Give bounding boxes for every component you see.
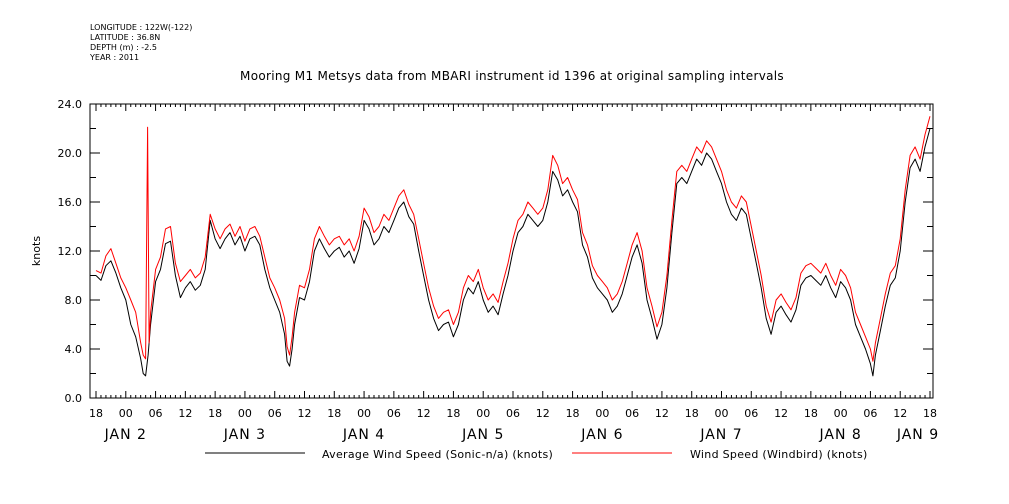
x-hour-label: 18 (566, 407, 580, 420)
y-axis: 0.0 4.0 8.0 12.0 16.0 20.0 24.0 (58, 98, 933, 405)
x-hour-label: 18 (327, 407, 341, 420)
x-day-label: JAN 9 (896, 427, 939, 443)
meta-longitude: LONGITUDE : 122W(-122) (90, 23, 192, 32)
x-hour-label: 18 (685, 407, 699, 420)
y-tick-label: 24.0 (58, 98, 83, 111)
x-hour-label: 06 (387, 407, 401, 420)
x-hour-label: 00 (119, 407, 133, 420)
x-hour-label: 00 (595, 407, 609, 420)
plot-area (89, 103, 934, 399)
x-hour-label: 18 (923, 407, 937, 420)
meta-year: YEAR : 2011 (89, 53, 139, 62)
x-day-label: JAN 6 (580, 427, 623, 443)
x-day-label: JAN 8 (818, 427, 861, 443)
x-day-label: JAN 3 (223, 427, 266, 443)
x-hour-label: 00 (834, 407, 848, 420)
chart-title: Mooring M1 Metsys data from MBARI instru… (240, 69, 784, 83)
legend-label-sonic: Average Wind Speed (Sonic-n/a) (knots) (322, 448, 553, 461)
x-hour-label: 18 (208, 407, 222, 420)
x-hour-label: 12 (893, 407, 907, 420)
y-axis-label: knots (30, 236, 43, 266)
plot-border (89, 103, 934, 399)
y-tick-label: 16.0 (58, 196, 83, 209)
x-hour-label: 00 (476, 407, 490, 420)
x-hour-label: 06 (625, 407, 639, 420)
y-tick-label: 0.0 (65, 392, 83, 405)
x-day-label: JAN 7 (699, 427, 742, 443)
legend: Average Wind Speed (Sonic-n/a) (knots) W… (205, 448, 868, 461)
x-hour-label: 18 (804, 407, 818, 420)
series-line-sonic (95, 128, 931, 377)
x-hour-label: 18 (89, 407, 103, 420)
meta-latitude: LATITUDE : 36.8N (90, 33, 160, 42)
x-day-label: JAN 4 (342, 427, 385, 443)
y-tick-label: 8.0 (65, 294, 83, 307)
x-day-label: JAN 2 (104, 427, 147, 443)
y-tick-label: 12.0 (58, 245, 83, 258)
x-hour-label: 12 (536, 407, 550, 420)
x-hour-label: 12 (655, 407, 669, 420)
x-axis: 18 00 06 12 18 00 06 12 18 00 06 12 18 00 06 12 18 00 06 12… (89, 104, 939, 443)
x-hour-label: 06 (744, 407, 758, 420)
x-hour-label: 12 (298, 407, 312, 420)
x-hour-label: 00 (357, 407, 371, 420)
series-layer (95, 116, 931, 377)
x-hour-label: 18 (446, 407, 460, 420)
x-hour-label: 12 (774, 407, 788, 420)
y-tick-label: 20.0 (58, 147, 83, 160)
x-hour-label: 06 (268, 407, 282, 420)
x-hour-label: 12 (417, 407, 431, 420)
x-hour-label: 00 (715, 407, 729, 420)
meta-block: LONGITUDE : 122W(-122) LATITUDE : 36.8N … (89, 23, 192, 62)
x-hour-label: 06 (863, 407, 877, 420)
x-hour-label: 12 (178, 407, 192, 420)
x-hour-label: 06 (149, 407, 163, 420)
y-tick-label: 4.0 (65, 343, 83, 356)
x-hour-label: 06 (506, 407, 520, 420)
series-line-windbird (95, 116, 931, 362)
x-day-label: JAN 5 (461, 427, 504, 443)
x-hour-label: 00 (238, 407, 252, 420)
legend-label-windbird: Wind Speed (Windbird) (knots) (690, 448, 868, 461)
meta-depth: DEPTH (m) : -2.5 (90, 43, 157, 52)
